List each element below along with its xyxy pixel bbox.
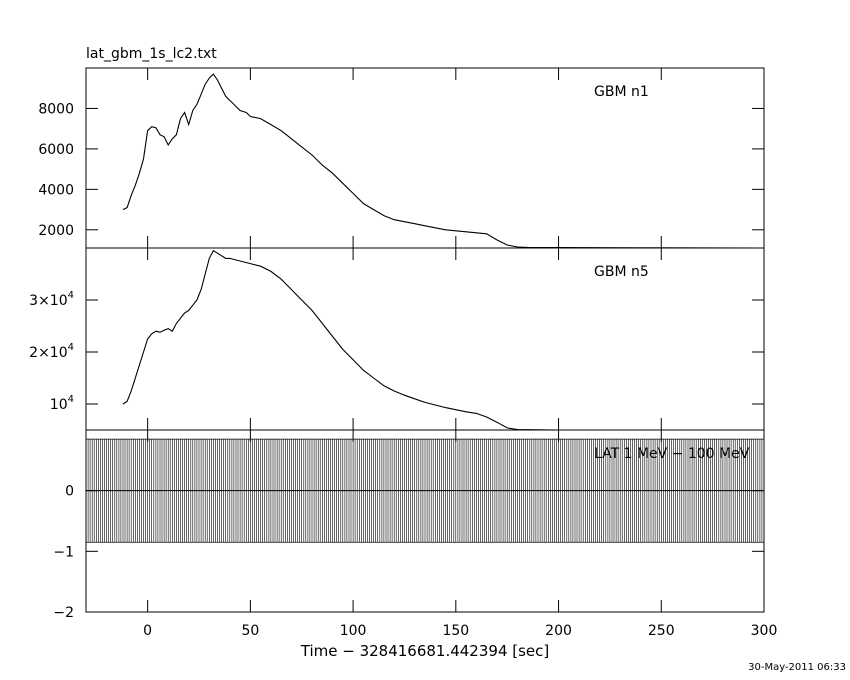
x-tick-label: 200: [545, 623, 572, 639]
y-tick-label-lat: −2: [53, 605, 74, 621]
panel-frame-lat: [85, 429, 765, 613]
footer-date: 30-May-2011 06:33: [748, 662, 846, 673]
series-line-n1: [122, 73, 765, 249]
panel-label-n1: GBM n1: [594, 84, 649, 100]
series-line-n5: [122, 249, 764, 431]
y-tick-label-lat: 0: [65, 484, 74, 500]
panel-lat: −2 −1 0 LAT 1 MeV − 100 MeV: [53, 429, 765, 621]
file-title: lat_gbm_1s_lc2.txt: [86, 46, 217, 62]
x-axis-label: Time − 328416681.442394 [sec]: [300, 642, 550, 660]
x-tick-label: 250: [648, 623, 675, 639]
panel-label-lat: LAT 1 MeV − 100 MeV: [594, 446, 750, 462]
y-tick-label-n1: 4000: [38, 182, 74, 198]
panel-n1: 2000 4000 6000 8000 GBM n1: [38, 67, 765, 249]
panel-n5: 104 2×104 3×104 GBM n5: [29, 247, 765, 431]
y-tick-label-n1: 8000: [38, 101, 74, 117]
y-tick-label-n1: 2000: [38, 223, 74, 239]
panel-frame-n1: [85, 67, 765, 249]
x-tick-label: 100: [340, 623, 367, 639]
y-tick-label-n5: 104: [50, 394, 74, 413]
x-tick-label: 0: [143, 623, 152, 639]
y-tick-label-n1: 6000: [38, 142, 74, 158]
y-tick-label-n5: 2×104: [29, 342, 74, 361]
x-tick-label: 50: [241, 623, 259, 639]
x-tick-label: 150: [442, 623, 469, 639]
y-tick-label-n5: 3×104: [29, 290, 74, 309]
y-tick-label-lat: −1: [53, 544, 74, 560]
x-tick-label: 300: [751, 623, 778, 639]
panel-label-n5: GBM n5: [594, 264, 649, 280]
